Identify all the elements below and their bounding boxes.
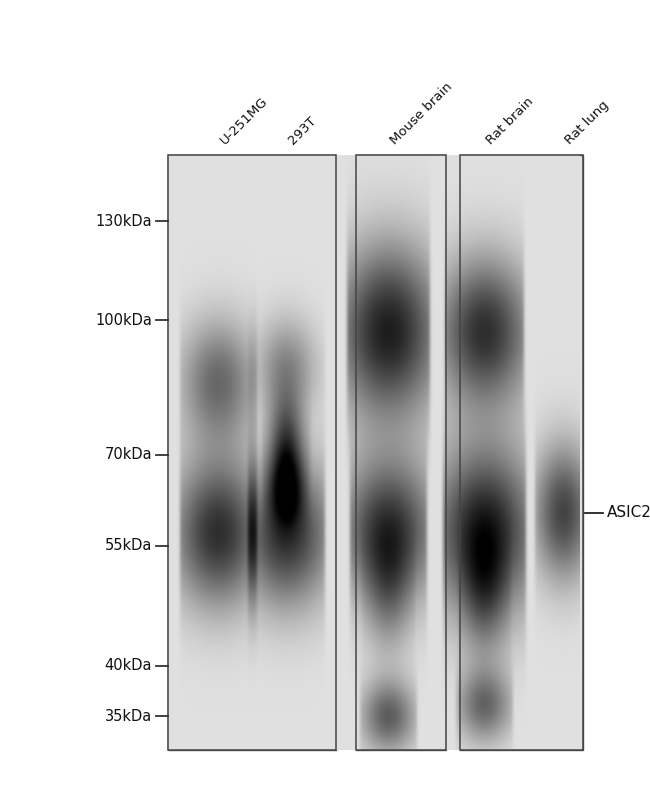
Text: 130kDa: 130kDa bbox=[96, 214, 152, 229]
Bar bbox=[168, 155, 336, 750]
Bar bbox=[168, 155, 336, 750]
Bar bbox=[460, 155, 583, 750]
Text: 70kDa: 70kDa bbox=[105, 447, 152, 463]
Text: 293T: 293T bbox=[286, 114, 319, 147]
Bar bbox=[460, 155, 583, 750]
Text: Rat brain: Rat brain bbox=[484, 95, 536, 147]
Text: 55kDa: 55kDa bbox=[105, 539, 152, 553]
Text: 100kDa: 100kDa bbox=[95, 313, 152, 328]
Bar bbox=[356, 155, 446, 750]
Text: 35kDa: 35kDa bbox=[105, 709, 152, 723]
Text: Rat lung: Rat lung bbox=[563, 98, 612, 147]
Text: Mouse brain: Mouse brain bbox=[388, 80, 455, 147]
Text: ASIC2: ASIC2 bbox=[607, 505, 650, 521]
Bar bbox=[356, 155, 446, 750]
Text: 40kDa: 40kDa bbox=[105, 659, 152, 673]
Text: U-251MG: U-251MG bbox=[218, 94, 270, 147]
